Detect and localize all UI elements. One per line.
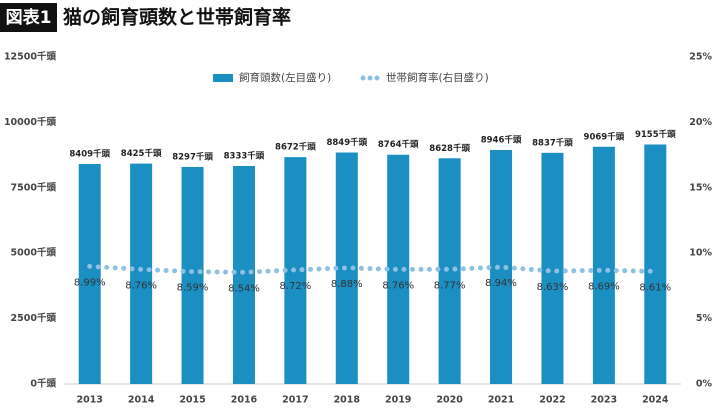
y-tick-label: 12500千頭 [4, 51, 57, 63]
x-tick-label: 2023 [591, 395, 617, 406]
bar-value-label: 8764千頭 [378, 139, 419, 150]
bar [181, 166, 204, 384]
bar [78, 164, 101, 384]
y-tick-label: 0千頭 [30, 378, 56, 390]
line-value-label: 8.76% [382, 280, 414, 291]
x-tick-label: 2022 [539, 395, 565, 406]
legend-label: 飼育頭数(左目盛り) [239, 71, 331, 84]
line-value-label: 8.63% [537, 282, 569, 293]
bar [130, 163, 153, 384]
bar-value-label: 8849千頭 [326, 137, 367, 148]
x-tick-label: 2018 [334, 395, 361, 406]
x-tick-label: 2024 [642, 395, 669, 406]
line-value-label: 8.69% [588, 281, 620, 292]
line-value-label: 8.76% [125, 280, 157, 291]
y2-tick-label: 15% [689, 182, 712, 193]
line-value-label: 8.61% [639, 282, 671, 293]
bar-value-label: 8297千頭 [172, 151, 213, 162]
bar-value-label: 8409千頭 [69, 149, 110, 160]
legend-label: 世帯飼育率(右目盛り) [386, 71, 489, 84]
y-tick-label: 10000千頭 [4, 116, 57, 128]
y-tick-label: 2500千頭 [11, 312, 57, 324]
legend-swatch [367, 75, 373, 81]
line [87, 263, 658, 275]
line-value-label: 8.72% [279, 281, 311, 292]
bar [592, 146, 615, 384]
bar-value-label: 9155千頭 [635, 129, 676, 140]
bar-value-label: 8333千頭 [224, 151, 265, 162]
bar [541, 152, 564, 384]
x-tick-label: 2014 [128, 395, 155, 406]
bar [644, 144, 667, 384]
bar [232, 166, 255, 384]
x-tick-label: 2020 [436, 395, 463, 406]
x-tick-label: 2013 [76, 395, 102, 406]
x-tick-label: 2021 [488, 395, 514, 406]
bar-value-label: 8628千頭 [429, 143, 470, 154]
legend-swatch [360, 75, 366, 81]
badge: 図表1 [6, 7, 52, 28]
y2-tick-label: 5% [696, 313, 713, 324]
bar [387, 154, 410, 384]
line-value-label: 8.77% [434, 280, 466, 291]
chart-title: 猫の飼育頭数と世帯飼育率 [63, 6, 291, 29]
line-value-label: 8.88% [331, 279, 363, 290]
x-tick-label: 2017 [282, 395, 308, 406]
bar-value-label: 8672千頭 [275, 142, 316, 153]
legend-swatch [213, 74, 233, 82]
line-value-label: 8.59% [177, 283, 209, 294]
bar-value-label: 9069千頭 [584, 131, 625, 142]
y2-tick-label: 0% [696, 379, 713, 390]
y2-tick-label: 10% [689, 248, 712, 259]
line-value-label: 8.54% [228, 283, 260, 294]
x-tick-label: 2015 [179, 395, 205, 406]
legend-swatch [374, 75, 380, 81]
bar-value-label: 8425千頭 [121, 148, 162, 159]
bar-value-label: 8946千頭 [481, 134, 522, 145]
x-tick-label: 2019 [385, 395, 411, 406]
x-tick-label: 2016 [231, 395, 258, 406]
line-value-label: 8.99% [74, 277, 106, 288]
y2-tick-label: 25% [689, 52, 712, 63]
line-value-label: 8.94% [485, 278, 517, 289]
bar [490, 149, 513, 384]
y-tick-label: 7500千頭 [11, 181, 57, 193]
badge-box [0, 3, 57, 32]
bar [438, 158, 461, 384]
bar-value-label: 8837千頭 [532, 137, 573, 148]
y-tick-label: 5000千頭 [11, 247, 57, 259]
y2-tick-label: 20% [689, 117, 712, 128]
